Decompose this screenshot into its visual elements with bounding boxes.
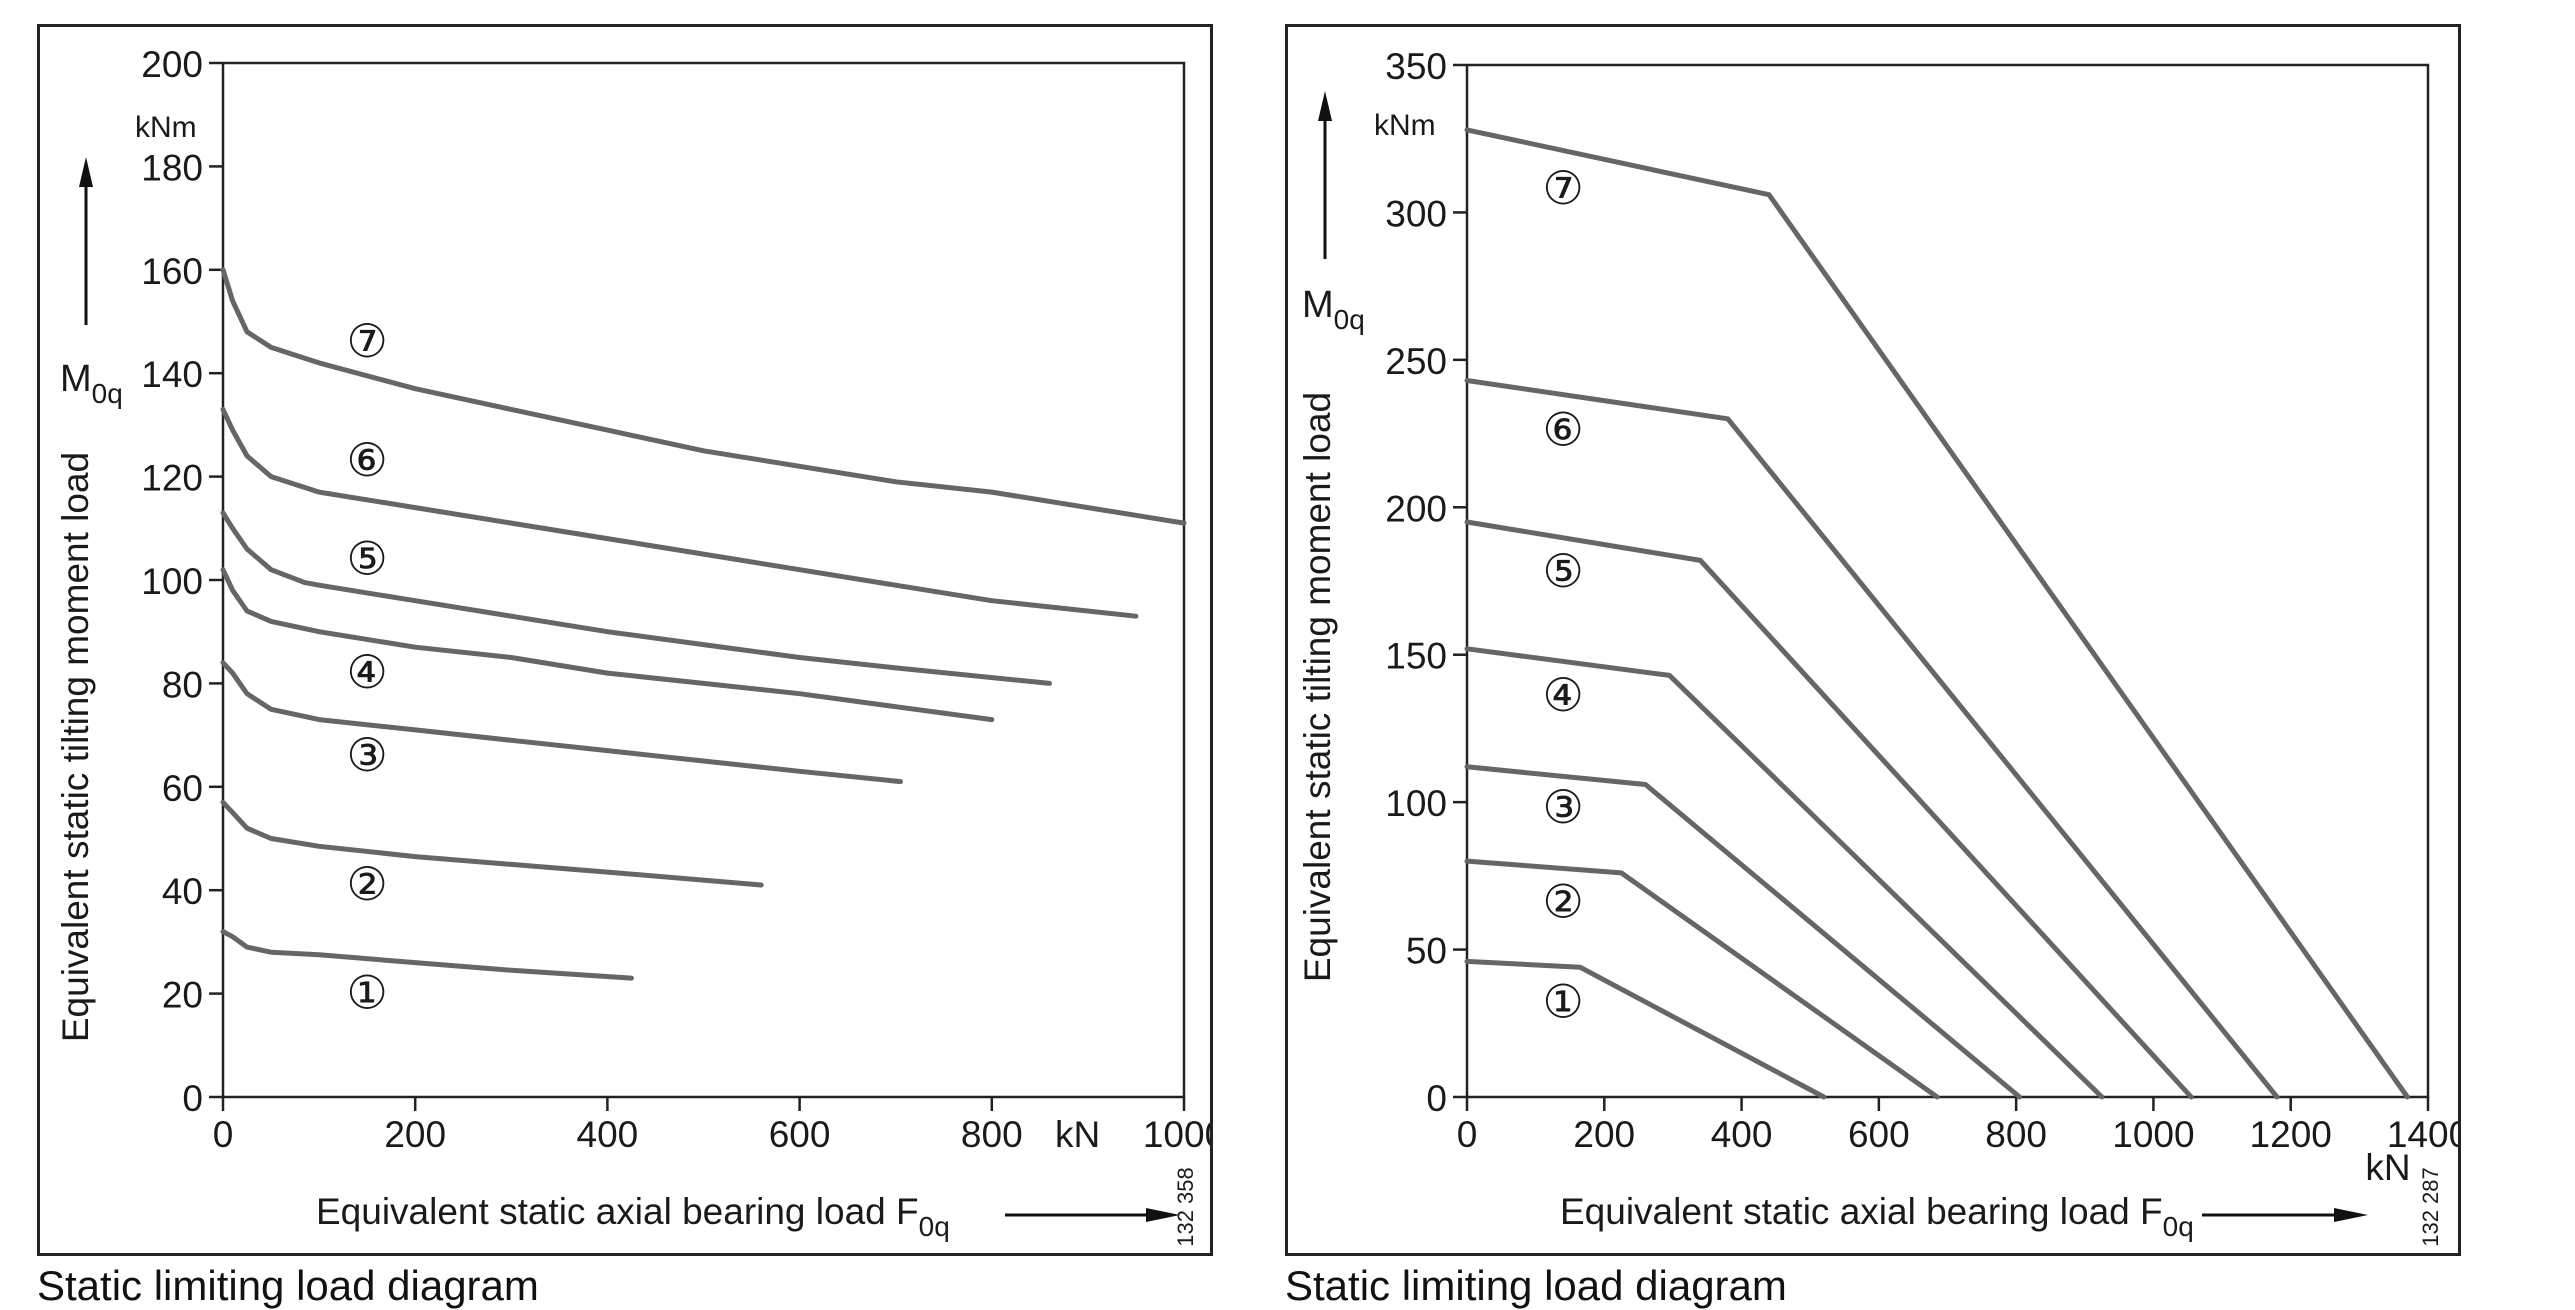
y-axis-label: Equivalent static tilting moment load xyxy=(1297,392,1338,982)
figure-code: 132 287 xyxy=(2418,1167,2443,1247)
x-tick-label: 400 xyxy=(577,1114,639,1155)
series-line-3 xyxy=(220,660,903,785)
series-label-6: ⑥ xyxy=(1542,404,1583,456)
series-label-1: ① xyxy=(1542,976,1583,1028)
series-line-2 xyxy=(220,799,764,888)
x-tick-label: 200 xyxy=(1573,1114,1635,1155)
x-tick-label: 800 xyxy=(1985,1114,2047,1155)
x-tick-label: 0 xyxy=(213,1114,234,1155)
y-tick-label: 350 xyxy=(1385,46,1447,87)
series-label-7: ⑦ xyxy=(347,315,388,367)
y-axis-symbol: M0q xyxy=(60,358,123,409)
y-axis-arrow-head xyxy=(1318,91,1332,121)
y-tick-label: 150 xyxy=(1385,636,1447,677)
x-tick-label: 1200 xyxy=(2250,1114,2332,1155)
series-label-6: ⑥ xyxy=(347,434,388,486)
series-label-7: ⑦ xyxy=(1542,162,1583,214)
series-line-4 xyxy=(220,567,995,723)
series-label-4: ④ xyxy=(347,646,388,698)
y-tick-label: 80 xyxy=(162,664,203,705)
x-unit: kN xyxy=(2365,1147,2410,1188)
chart-panel-left: 0 20 40 60 80 100 120 140 160 180 200 0 200 400 600 800… xyxy=(37,24,1225,1256)
series-line-5 xyxy=(220,510,1052,686)
x-tick-label: 1000 xyxy=(1143,1114,1210,1155)
series-label-2: ② xyxy=(1542,875,1583,927)
series-line-7 xyxy=(1464,127,2410,1100)
chart-panel-right: 0 50 100 150 200 250 300 350 0 200 400 600 800 1000 12… xyxy=(1285,24,2469,1256)
chart-right: 0 50 100 150 200 250 300 350 0 200 400 600 800 1000 12… xyxy=(1297,46,2469,1247)
x-tick-label: 1400 xyxy=(2387,1114,2458,1155)
series-label-4: ④ xyxy=(1542,669,1583,721)
x-unit: kN xyxy=(1055,1114,1100,1155)
x-axis-label: Equivalent static axial bearing load F0q xyxy=(1560,1191,2194,1242)
series-line-5 xyxy=(1464,519,2194,1100)
y-tick-label: 120 xyxy=(141,458,203,499)
x-tick-label: 400 xyxy=(1711,1114,1773,1155)
chart-caption-left: Static limiting load diagram xyxy=(37,1262,539,1309)
series-label-3: ③ xyxy=(1542,781,1583,833)
y-axis-arrow-head xyxy=(79,157,93,187)
y-tick-label: 0 xyxy=(182,1078,203,1119)
y-tick-label: 100 xyxy=(141,561,203,602)
y-unit: kNm xyxy=(1374,109,1436,142)
y-tick-label: 50 xyxy=(1406,931,1447,972)
plot-frame xyxy=(1465,63,2430,1099)
series-label-1: ① xyxy=(347,967,388,1019)
series-line-1 xyxy=(220,929,634,981)
x-axis-arrow-head xyxy=(2334,1208,2368,1222)
y-unit: kNm xyxy=(135,111,197,144)
x-tick-label: 600 xyxy=(1848,1114,1910,1155)
series-label-3: ③ xyxy=(347,729,388,781)
y-axis-symbol: M0q xyxy=(1302,284,1365,335)
y-tick-label: 100 xyxy=(1385,783,1447,824)
series-line-1 xyxy=(1464,958,1827,1100)
series-line-7 xyxy=(220,267,1187,526)
series-label-5: ⑤ xyxy=(1542,545,1583,597)
series-label-2: ② xyxy=(347,858,388,910)
x-axis-arrow-head xyxy=(1146,1208,1180,1222)
y-axis-label: Equivalent static tilting moment load xyxy=(55,452,96,1042)
x-tick-label: 600 xyxy=(769,1114,831,1155)
series-line-6 xyxy=(1464,378,2280,1100)
series-line-2 xyxy=(1464,858,1940,1100)
x-tick-label: 0 xyxy=(1457,1114,1478,1155)
chart-caption-right: Static limiting load diagram xyxy=(1285,1262,1787,1309)
x-axis-label: Equivalent static axial bearing load F0q xyxy=(316,1191,950,1242)
x-tick-label: 1000 xyxy=(2112,1114,2194,1155)
series-label-5: ⑤ xyxy=(347,532,388,584)
y-tick-label: 300 xyxy=(1385,193,1447,234)
y-tick-label: 250 xyxy=(1385,341,1447,382)
x-tick-label: 200 xyxy=(384,1114,446,1155)
chart-left: 0 20 40 60 80 100 120 140 160 180 200 0 200 400 600 800… xyxy=(55,44,1225,1247)
y-tick-label: 160 xyxy=(141,251,203,292)
figure-code: 132 358 xyxy=(1173,1167,1198,1247)
y-tick-label: 200 xyxy=(141,44,203,85)
series-line-6 xyxy=(220,406,1139,619)
y-tick-label: 20 xyxy=(162,975,203,1016)
y-tick-label: 0 xyxy=(1426,1078,1447,1119)
series-line-4 xyxy=(1464,646,2105,1100)
y-tick-label: 60 xyxy=(162,768,203,809)
y-tick-label: 40 xyxy=(162,871,203,912)
series-line-3 xyxy=(1464,764,2023,1100)
y-tick-label: 140 xyxy=(141,354,203,395)
y-tick-label: 200 xyxy=(1385,488,1447,529)
y-tick-label: 180 xyxy=(141,147,203,188)
x-tick-label: 800 xyxy=(961,1114,1023,1155)
